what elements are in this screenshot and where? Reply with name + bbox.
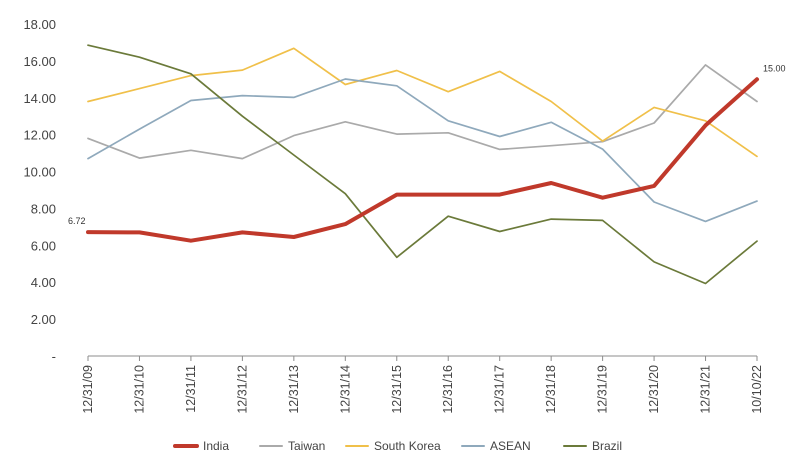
x-tick-label: 12/31/17: [493, 365, 507, 414]
y-tick-label: 4.00: [31, 275, 56, 290]
x-tick-label: 12/31/18: [544, 365, 558, 414]
legend-item-india: India: [173, 439, 229, 453]
y-tick-label: 12.00: [23, 128, 56, 143]
x-tick-label: 12/31/16: [441, 365, 455, 414]
y-tick-label: 18.00: [23, 17, 56, 32]
legend-label: Taiwan: [288, 439, 325, 453]
legend-item-taiwan: Taiwan: [259, 439, 325, 453]
legend-item-brazil: Brazil: [563, 439, 622, 453]
y-tick-label: 8.00: [31, 201, 56, 216]
legend: India Taiwan South Korea ASEAN Brazil: [173, 439, 622, 453]
series-line-south-korea: [87, 47, 758, 158]
series-line-asean: [87, 78, 758, 223]
x-tick-label: 12/31/21: [699, 365, 713, 414]
legend-item-south-korea: South Korea: [345, 439, 441, 453]
x-tick-label: 10/10/22: [750, 365, 764, 414]
data-label: 15.00: [763, 63, 786, 73]
x-tick-label: 12/31/15: [390, 365, 404, 414]
series-line-brazil: [87, 44, 758, 285]
series-layer: [86, 44, 759, 285]
x-axis-ticks: 12/31/09 12/31/10 12/31/11 12/31/12 12/31/13…: [81, 356, 764, 414]
series-line-india: [86, 77, 759, 243]
legend-label: India: [203, 439, 229, 453]
legend-label: South Korea: [374, 439, 441, 453]
data-label: 6.72: [68, 216, 86, 226]
x-tick-label: 12/31/10: [132, 365, 146, 414]
x-tick-label: 12/31/13: [287, 365, 301, 414]
y-tick-label: 16.00: [23, 54, 56, 69]
y-tick-label: 14.00: [23, 91, 56, 106]
y-tick-label: 2.00: [31, 312, 56, 327]
legend-label: Brazil: [592, 439, 622, 453]
series-line-taiwan: [87, 64, 758, 160]
y-axis-ticks: - 2.00 4.00 6.00 8.00 10.00 12.00 14.00 16.00 18.…: [23, 17, 56, 364]
x-tick-label: 12/31/11: [184, 365, 198, 413]
x-tick-label: 12/31/09: [81, 365, 95, 414]
x-tick-label: 12/31/12: [235, 365, 249, 414]
y-tick-label: -: [52, 349, 56, 364]
x-tick-label: 12/31/20: [647, 365, 661, 414]
x-tick-label: 12/31/14: [338, 365, 352, 414]
y-tick-label: 6.00: [31, 238, 56, 253]
legend-item-asean: ASEAN: [461, 439, 531, 453]
y-tick-label: 10.00: [23, 165, 56, 180]
x-tick-label: 12/31/19: [596, 365, 610, 414]
data-labels: 6.72 15.00: [68, 63, 786, 226]
legend-label: ASEAN: [490, 439, 531, 453]
